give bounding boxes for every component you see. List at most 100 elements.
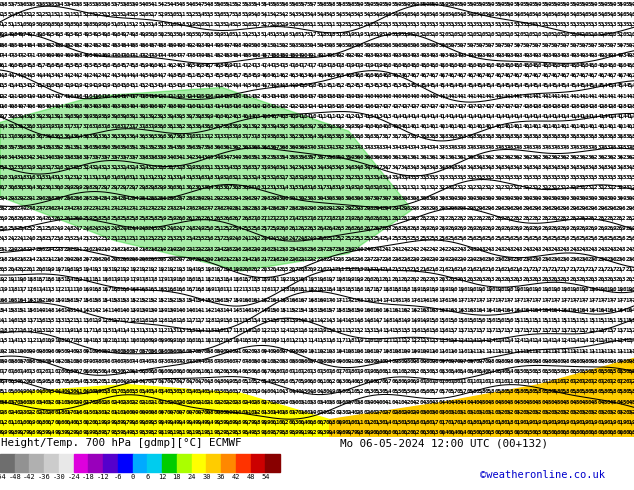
Text: 246: 246	[279, 237, 290, 242]
Text: 137: 137	[448, 328, 458, 333]
Text: 435: 435	[167, 83, 177, 89]
Text: 385: 385	[326, 134, 336, 140]
Text: 454: 454	[532, 83, 543, 89]
Text: 365: 365	[138, 134, 149, 140]
Text: 440: 440	[204, 83, 214, 89]
Text: 019: 019	[532, 420, 543, 425]
Text: 117: 117	[223, 328, 233, 333]
Text: 467: 467	[597, 74, 608, 78]
Text: 146: 146	[54, 308, 65, 313]
Text: 150: 150	[448, 318, 458, 323]
Text: 338: 338	[148, 155, 158, 160]
Text: 314: 314	[176, 175, 186, 180]
Text: 533: 533	[410, 22, 420, 27]
Text: 215: 215	[251, 257, 261, 262]
Text: 362: 362	[579, 155, 589, 160]
Text: 256: 256	[485, 237, 496, 242]
Text: 382: 382	[288, 134, 299, 140]
Text: 202: 202	[16, 267, 27, 272]
Text: 102: 102	[0, 348, 8, 354]
Text: 414: 414	[420, 114, 430, 119]
Text: 404: 404	[129, 104, 139, 109]
Text: 018: 018	[495, 420, 505, 425]
Text: 269: 269	[485, 226, 496, 231]
Text: 307: 307	[0, 185, 8, 191]
Text: 440: 440	[420, 94, 430, 98]
Text: 171: 171	[223, 288, 233, 293]
Text: 506: 506	[410, 43, 420, 48]
Text: 027: 027	[82, 400, 93, 405]
Text: 058: 058	[551, 390, 561, 394]
Text: 309: 309	[448, 196, 458, 200]
Text: 152: 152	[148, 297, 158, 303]
Text: 362: 362	[541, 155, 552, 160]
Text: 045: 045	[560, 400, 571, 405]
Text: 021: 021	[195, 400, 205, 405]
Text: 171: 171	[63, 288, 74, 293]
Text: 164: 164	[597, 308, 608, 313]
Text: 158: 158	[63, 297, 74, 303]
Text: 524: 524	[7, 12, 18, 17]
Text: 003: 003	[288, 420, 299, 425]
Text: 203: 203	[532, 277, 543, 282]
Text: 519: 519	[344, 32, 355, 37]
Text: 533: 533	[495, 22, 505, 27]
Text: 092: 092	[242, 348, 252, 354]
Text: 091: 091	[344, 359, 355, 364]
Text: 520: 520	[504, 32, 514, 37]
Text: 192: 192	[120, 267, 130, 272]
Text: 427: 427	[504, 104, 514, 109]
Text: 236: 236	[307, 246, 318, 252]
Text: 180: 180	[101, 277, 112, 282]
Text: 468: 468	[214, 63, 224, 68]
Text: 367: 367	[167, 134, 177, 140]
Text: 396: 396	[7, 114, 18, 119]
Text: 164: 164	[541, 308, 552, 313]
Text: 137: 137	[26, 318, 37, 323]
Text: 531: 531	[326, 22, 336, 27]
Text: 179: 179	[129, 277, 139, 282]
Text: 045: 045	[616, 400, 627, 405]
Text: 177: 177	[269, 288, 280, 293]
Text: 475: 475	[279, 63, 290, 68]
Text: 282: 282	[569, 216, 580, 221]
Text: 035: 035	[214, 390, 224, 394]
Text: 559: 559	[551, 2, 561, 7]
Text: 520: 520	[485, 32, 496, 37]
Text: 087: 087	[129, 348, 139, 354]
Text: 493: 493	[410, 53, 420, 58]
Text: 256: 256	[541, 237, 552, 242]
Text: 368: 368	[176, 134, 186, 140]
Text: 414: 414	[522, 114, 533, 119]
Text: 035: 035	[129, 390, 139, 394]
Text: 258: 258	[110, 216, 121, 221]
Text: 098: 098	[560, 359, 571, 364]
Text: 058: 058	[45, 379, 55, 384]
Text: 010: 010	[232, 410, 243, 415]
Text: 084: 084	[448, 369, 458, 374]
Text: 240: 240	[354, 246, 365, 252]
Text: 454: 454	[513, 83, 524, 89]
Text: 401: 401	[410, 124, 420, 129]
Text: 145: 145	[63, 308, 74, 313]
Text: -18: -18	[82, 474, 95, 480]
Text: 045: 045	[551, 400, 561, 405]
Text: 187: 187	[363, 288, 374, 293]
Text: 171: 171	[335, 297, 346, 303]
Text: 403: 403	[82, 104, 93, 109]
Text: 391: 391	[242, 124, 252, 129]
Text: 243: 243	[467, 246, 477, 252]
Text: 205: 205	[157, 257, 167, 262]
Text: 282: 282	[616, 216, 627, 221]
Text: 072: 072	[588, 379, 598, 384]
Text: 305: 305	[16, 185, 27, 191]
Text: 441: 441	[616, 94, 627, 98]
Text: 255: 255	[420, 237, 430, 242]
Text: 282: 282	[476, 216, 486, 221]
Text: 335: 335	[429, 175, 439, 180]
Text: 049: 049	[120, 379, 130, 384]
Text: 282: 282	[597, 216, 608, 221]
Text: 172: 172	[232, 288, 243, 293]
Text: 348: 348	[448, 165, 458, 170]
Text: 375: 375	[541, 145, 552, 149]
